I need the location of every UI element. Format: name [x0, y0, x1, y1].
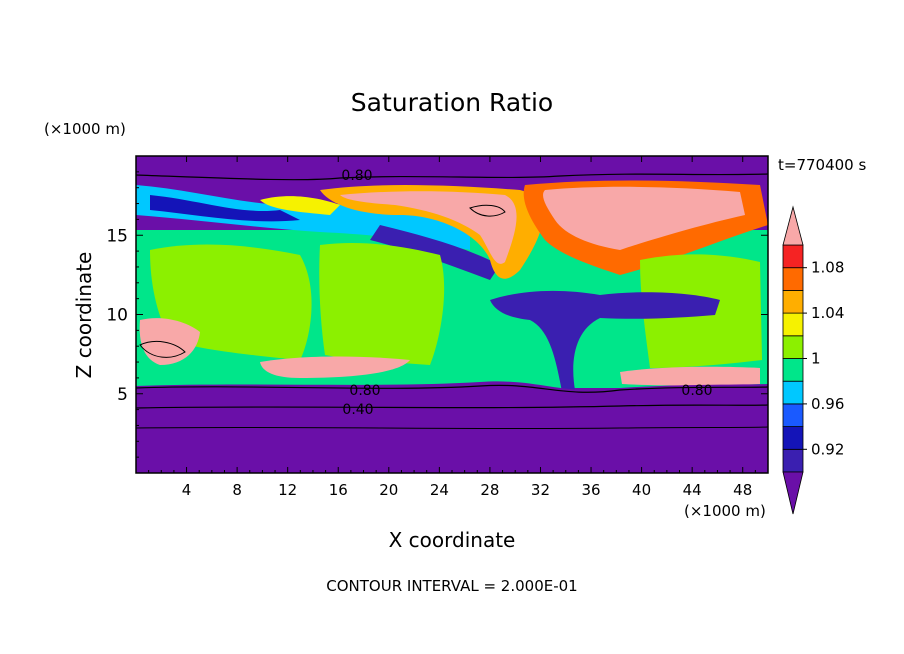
colorbar-tick-label: 0.96 [811, 395, 844, 413]
colorbar-tick-label: 1.08 [811, 259, 844, 277]
x-tick-label: 48 [733, 481, 752, 499]
contour-label: 0.80 [349, 383, 380, 399]
y-tick-label: 10 [106, 306, 128, 326]
colorbar-box [782, 448, 804, 473]
x-tick-label: 40 [632, 481, 651, 499]
time-label: t=770400 s [778, 156, 867, 174]
contour-label: 0.80 [341, 168, 372, 184]
x-tick-label: 12 [278, 481, 297, 499]
colorbar-box [782, 335, 804, 359]
colorbar-box [782, 426, 804, 450]
chart-title: Saturation Ratio [350, 88, 554, 117]
colorbar-box [782, 244, 804, 269]
y-axis-units: (×1000 m) [44, 120, 126, 138]
x-tick-label: 32 [531, 481, 550, 499]
x-tick-label: 24 [430, 481, 449, 499]
x-axis-units: (×1000 m) [684, 502, 766, 520]
contour-interval-note: CONTOUR INTERVAL = 2.000E-01 [326, 577, 578, 595]
saturation-field [136, 156, 768, 473]
colorbar-tick-label: 0.92 [811, 440, 844, 458]
x-tick-label: 36 [581, 481, 600, 499]
colorbar-box [782, 358, 804, 382]
colorbar-min-arrow [782, 471, 804, 515]
contour-label: 0.80 [681, 383, 712, 399]
x-tick-label: 16 [329, 481, 348, 499]
colorbar-box [782, 380, 804, 405]
x-tick-label: 20 [379, 481, 398, 499]
x-tick-label: 4 [182, 481, 192, 499]
x-tick-label: 8 [232, 481, 242, 499]
colorbar-box [782, 312, 804, 337]
colorbar-box [782, 403, 804, 427]
colorbar-box [782, 267, 804, 291]
y-tick-label: 5 [117, 385, 128, 405]
y-tick-label: 15 [106, 226, 128, 246]
colorbar-tick-label: 1.04 [811, 304, 844, 322]
colorbar-box [782, 289, 804, 314]
x-tick-label: 44 [683, 481, 702, 499]
x-axis-label: X coordinate [388, 528, 516, 552]
colorbar-tick-label: 1 [811, 350, 821, 368]
colorbar-max-arrow [782, 205, 804, 246]
contour-label: 0.40 [342, 402, 373, 418]
x-tick-label: 28 [480, 481, 499, 499]
